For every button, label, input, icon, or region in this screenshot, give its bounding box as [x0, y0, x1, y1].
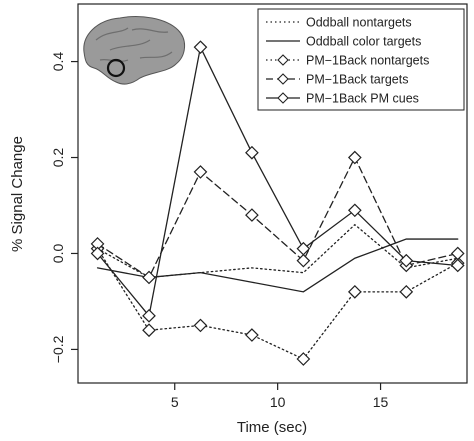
data-point: [296, 241, 311, 256]
series-line: [96, 45, 459, 318]
series-layer: [90, 40, 465, 366]
legend: Oddball nontargets Oddball color targets P…: [257, 8, 465, 111]
data-point: [347, 150, 362, 165]
data-point: [450, 246, 465, 261]
legend-label: PM−1Back nontargets: [306, 54, 429, 68]
x-axis-title: Time (sec): [237, 419, 307, 436]
data-point: [142, 308, 156, 323]
brain-inset: [83, 16, 185, 85]
legend-label: PM−1Back targets: [306, 73, 408, 87]
data-point: [193, 318, 208, 333]
brain-sulci: [95, 27, 173, 63]
y-tick-label: 0.2: [50, 148, 66, 168]
axes: 5 10 15 −0.2 0.0 0.2 0.4: [50, 52, 389, 410]
series-line: [96, 238, 459, 293]
series-pm-1back-pm-cues: [90, 40, 465, 323]
x-tick-label: 5: [171, 394, 179, 410]
plot-frame: [77, 3, 468, 384]
legend-marker: [277, 54, 289, 66]
data-point: [193, 40, 208, 55]
data-point: [193, 165, 208, 179]
legend-entry: Oddball nontargets: [266, 16, 412, 30]
legend-marker: [277, 73, 289, 85]
data-point: [142, 270, 156, 285]
data-point: [399, 284, 414, 299]
y-tick-label: 0.4: [50, 52, 66, 72]
legend-label: PM−1Back PM cues: [306, 92, 419, 106]
x-tick-label: 10: [270, 394, 286, 410]
data-point: [142, 323, 156, 338]
legend-marker: [277, 92, 289, 104]
data-point: [245, 328, 259, 342]
brain-highlight-circle: [106, 58, 126, 78]
data-point: [347, 284, 362, 299]
x-tick-label: 15: [373, 394, 389, 410]
data-point: [245, 208, 259, 222]
legend-entry: Oddball color targets: [266, 35, 421, 49]
y-tick-label: 0.0: [50, 244, 66, 264]
series-line: [96, 156, 459, 279]
data-point: [450, 258, 465, 273]
data-point: [245, 145, 259, 160]
data-point: [90, 246, 105, 261]
data-point: [296, 253, 311, 268]
legend-entries: Oddball nontargets Oddball color targets P…: [266, 16, 429, 106]
series-oddball-color-targets: [96, 238, 459, 293]
legend-label: Oddball color targets: [306, 35, 421, 49]
legend-box: [257, 8, 465, 111]
data-point: [296, 352, 311, 366]
y-axis-title: % Signal Change: [9, 136, 26, 252]
data-point: [399, 253, 414, 268]
legend-entry: PM−1Back PM cues: [266, 92, 419, 106]
series-line: [96, 248, 459, 360]
legend-entry: PM−1Back nontargets: [266, 54, 429, 68]
brain-icon: [83, 16, 185, 85]
legend-entry: PM−1Back targets: [266, 73, 408, 87]
legend-label: Oddball nontargets: [306, 16, 412, 30]
y-tick-label: −0.2: [50, 335, 66, 363]
data-point: [347, 203, 362, 218]
